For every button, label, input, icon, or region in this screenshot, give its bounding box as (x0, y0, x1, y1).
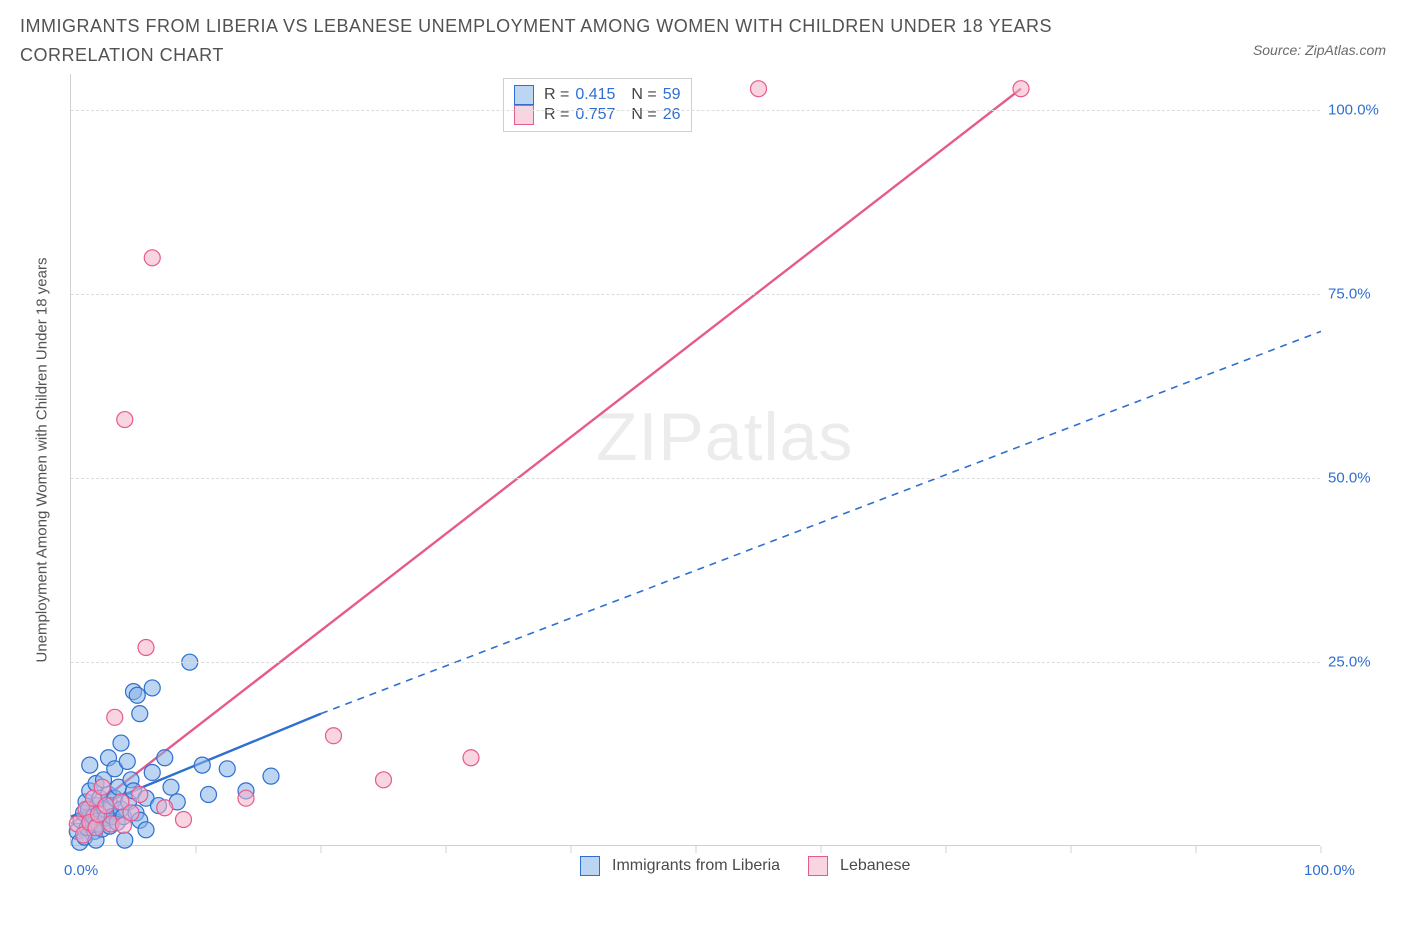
point-lebanese (138, 639, 154, 655)
point-lebanese (326, 727, 342, 743)
point-lebanese (132, 786, 148, 802)
stats-row-liberia: R = 0.415N = 59 (514, 85, 681, 105)
point-liberia (113, 735, 129, 751)
y-tick-label: 25.0% (1328, 653, 1398, 670)
plot-area: ZIPatlas R = 0.415N = 59R = 0.757N = 26 … (70, 74, 1320, 846)
point-lebanese (157, 799, 173, 815)
point-lebanese (117, 411, 133, 427)
point-liberia (119, 753, 135, 769)
y-axis-label: Unemployment Among Women with Children U… (34, 257, 51, 662)
point-liberia (144, 680, 160, 696)
scatter-svg (71, 74, 1321, 846)
point-lebanese (376, 771, 392, 787)
trend-line-ext-liberia (321, 331, 1321, 713)
point-liberia (144, 764, 160, 780)
point-lebanese (144, 249, 160, 265)
swatch-liberia (514, 85, 534, 105)
swatch-liberia (580, 856, 600, 876)
point-liberia (201, 786, 217, 802)
point-lebanese (751, 80, 767, 96)
point-lebanese (123, 805, 139, 821)
legend-item-lebanese: Lebanese (808, 856, 910, 876)
series-legend: Immigrants from Liberia Lebanese (580, 856, 910, 876)
point-lebanese (1013, 80, 1029, 96)
point-liberia (157, 749, 173, 765)
y-tick-label: 75.0% (1328, 286, 1398, 303)
swatch-lebanese (514, 105, 534, 125)
point-liberia (132, 705, 148, 721)
point-liberia (194, 757, 210, 773)
point-lebanese (107, 709, 123, 725)
point-lebanese (98, 797, 114, 813)
point-liberia (129, 687, 145, 703)
point-liberia (219, 760, 235, 776)
y-tick-label: 100.0% (1328, 102, 1398, 119)
legend-item-liberia: Immigrants from Liberia (580, 856, 780, 876)
x-axis-end-label: 100.0% (1304, 862, 1355, 879)
chart-container: Unemployment Among Women with Children U… (20, 74, 1386, 906)
point-liberia (163, 779, 179, 795)
point-lebanese (94, 779, 110, 795)
point-liberia (263, 768, 279, 784)
stats-legend: R = 0.415N = 59R = 0.757N = 26 (503, 78, 692, 132)
point-lebanese (463, 749, 479, 765)
source-attribution: Source: ZipAtlas.com (1253, 42, 1386, 58)
point-lebanese (176, 811, 192, 827)
swatch-lebanese (808, 856, 828, 876)
trend-line-lebanese (71, 88, 1021, 823)
y-tick-label: 50.0% (1328, 469, 1398, 486)
point-liberia (82, 757, 98, 773)
stats-row-lebanese: R = 0.757N = 26 (514, 105, 681, 125)
point-liberia (117, 832, 133, 848)
chart-title: IMMIGRANTS FROM LIBERIA VS LEBANESE UNEM… (20, 12, 1120, 70)
axis-origin-label: 0.0% (64, 862, 98, 879)
point-lebanese (238, 790, 254, 806)
point-liberia (138, 821, 154, 837)
